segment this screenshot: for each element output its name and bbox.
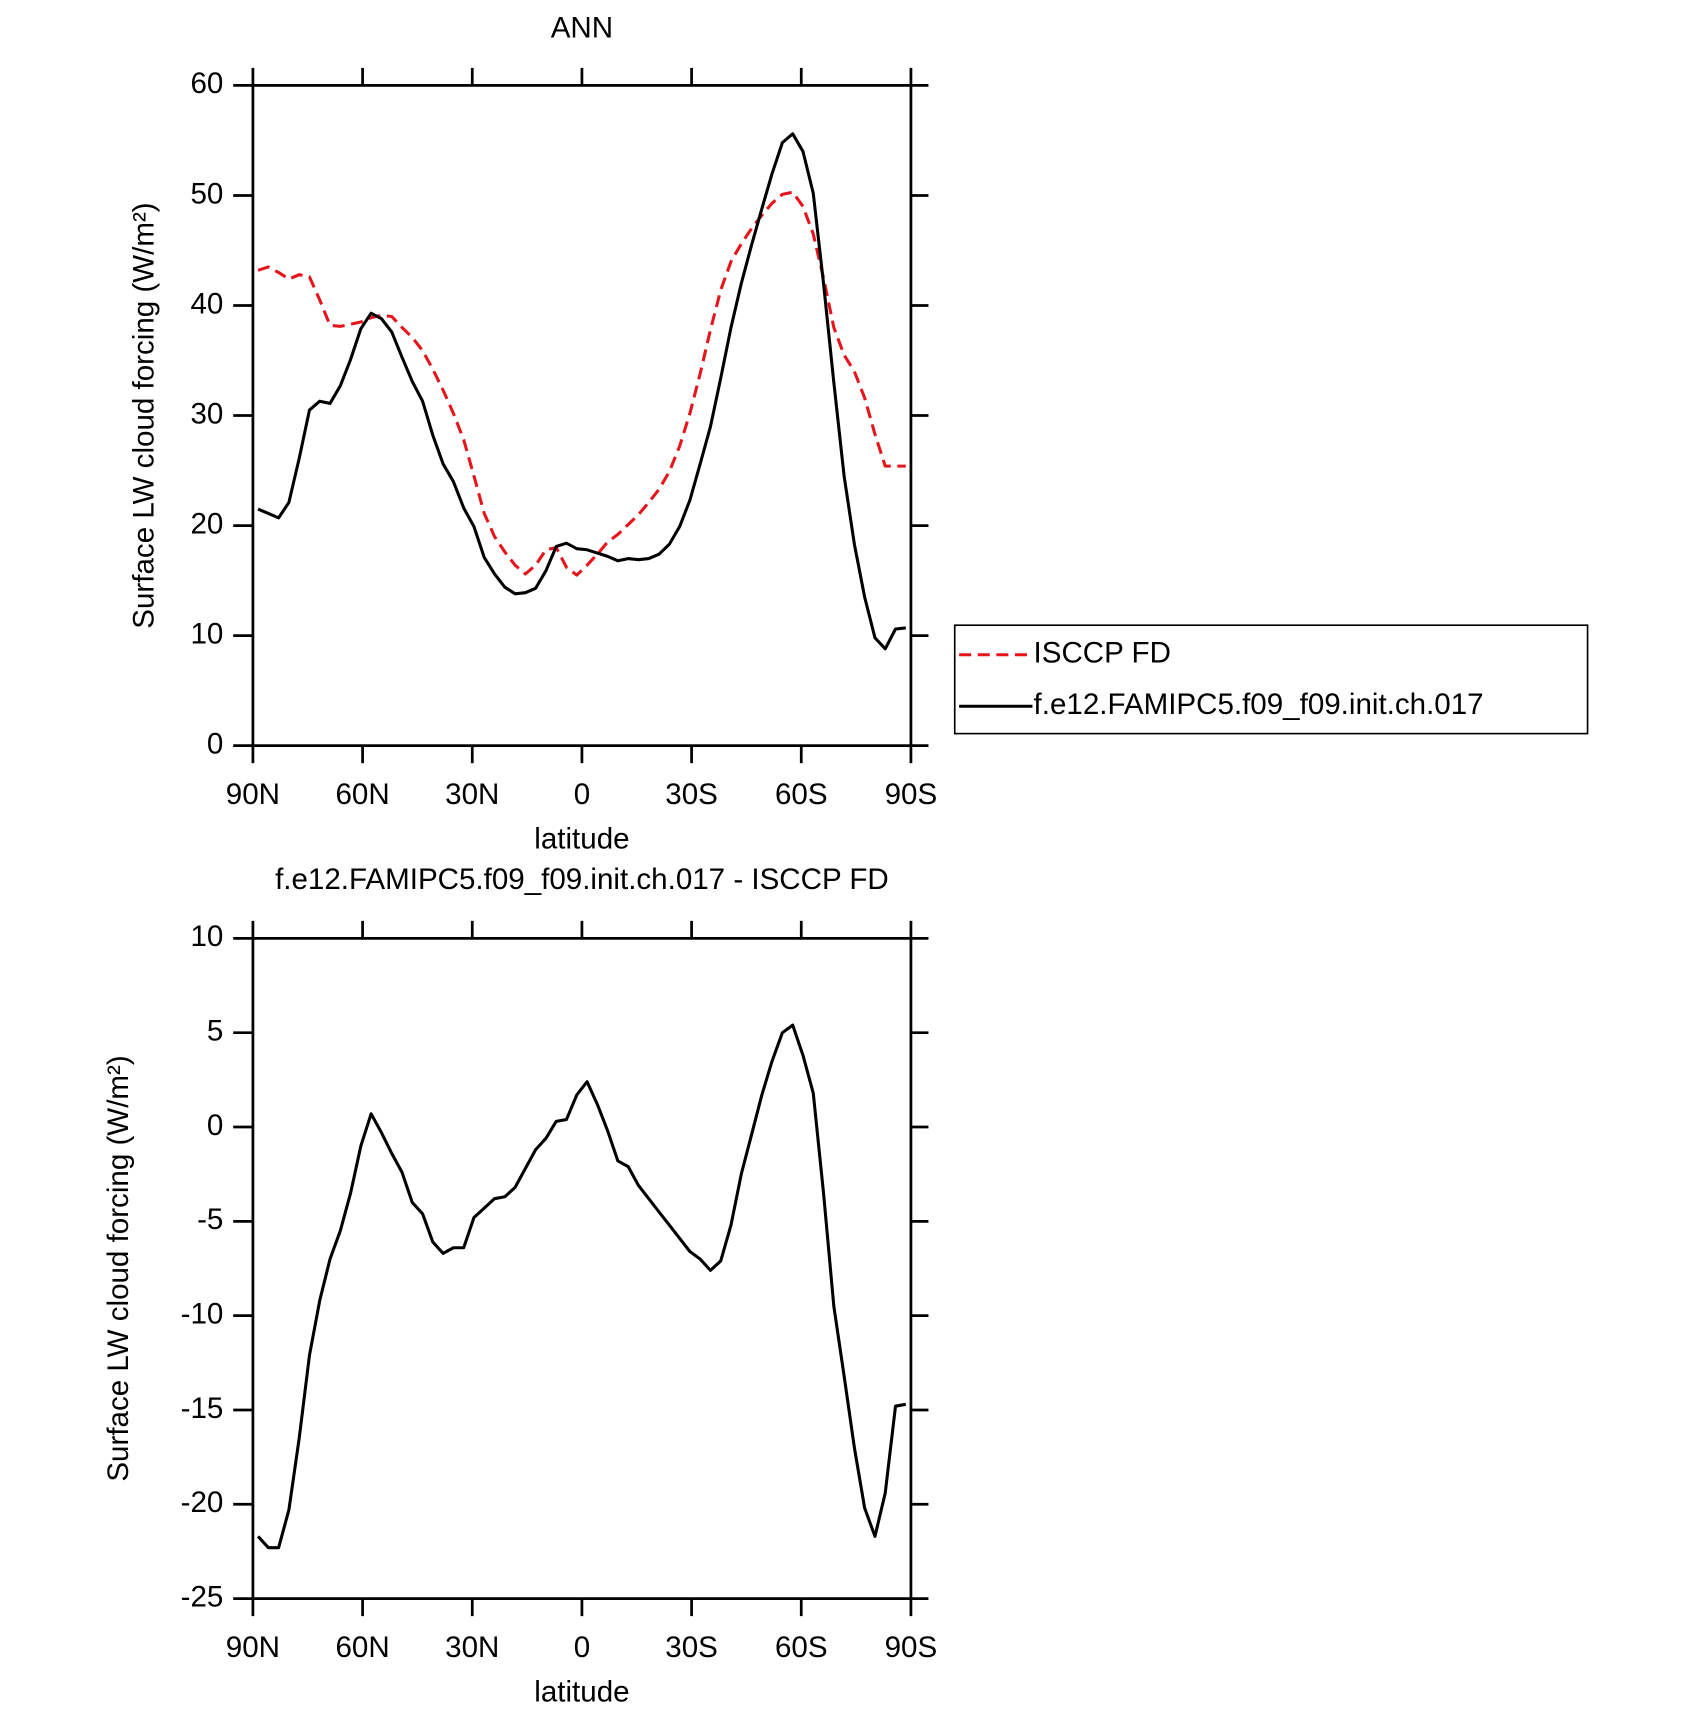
- x-tick-label: 60S: [775, 778, 828, 811]
- x-tick-label: 90N: [226, 1631, 280, 1664]
- legend-box: [953, 624, 1589, 735]
- plot-frame: [251, 936, 913, 1600]
- plot-frame: [251, 84, 913, 748]
- x-tick-label: 90S: [885, 778, 938, 811]
- y-tick-label: -25: [181, 1580, 224, 1613]
- x-axis-label: latitude: [534, 823, 629, 856]
- y-axis-label: Surface LW cloud forcing (W/m²): [102, 1055, 135, 1481]
- y-tick-label: -10: [181, 1297, 224, 1330]
- y-tick-label: -15: [181, 1392, 224, 1425]
- x-tick-label: 0: [574, 778, 590, 811]
- y-tick-label: -20: [181, 1486, 224, 1519]
- x-tick-label: 30S: [665, 1631, 718, 1664]
- legend-label: ISCCP FD: [1034, 637, 1171, 670]
- x-tick-label: 60N: [335, 778, 389, 811]
- legend: ISCCP FD f.e12.FAMIPC5.f09_f09.init.ch.01…: [953, 624, 1589, 735]
- x-axis-label: latitude: [534, 1676, 629, 1709]
- y-tick-label: 20: [190, 507, 223, 540]
- y-tick-label: 0: [207, 1109, 223, 1142]
- y-tick-label: 30: [190, 397, 223, 430]
- x-tick-label: 0: [574, 1631, 590, 1664]
- x-tick-label: 30S: [665, 778, 718, 811]
- chart-title: ANN: [551, 11, 613, 44]
- data-line: [257, 132, 906, 651]
- y-tick-label: 0: [207, 727, 223, 760]
- x-tick-label: 90S: [885, 1631, 938, 1664]
- x-tick-label: 90N: [226, 778, 280, 811]
- x-tick-label: 60S: [775, 1631, 828, 1664]
- y-axis-label: Surface LW cloud forcing (W/m²): [127, 202, 160, 628]
- y-tick-label: 5: [207, 1014, 223, 1047]
- x-tick-label: 30N: [445, 778, 499, 811]
- data-line: [256, 1023, 907, 1550]
- y-tick-label: 50: [190, 177, 223, 210]
- x-tick-label: 30N: [445, 1631, 499, 1664]
- y-tick-label: 10: [190, 617, 223, 650]
- legend-label: f.e12.FAMIPC5.f09_f09.init.ch.017: [1034, 688, 1484, 721]
- x-tick-label: 60N: [335, 1631, 389, 1664]
- chart-title: f.e12.FAMIPC5.f09_f09.init.ch.017 - ISCC…: [275, 863, 889, 896]
- y-tick-label: 40: [190, 287, 223, 320]
- y-tick-label: 10: [190, 920, 223, 953]
- y-tick-label: 60: [190, 67, 223, 100]
- y-tick-label: -5: [197, 1203, 223, 1236]
- data-line: [257, 190, 906, 577]
